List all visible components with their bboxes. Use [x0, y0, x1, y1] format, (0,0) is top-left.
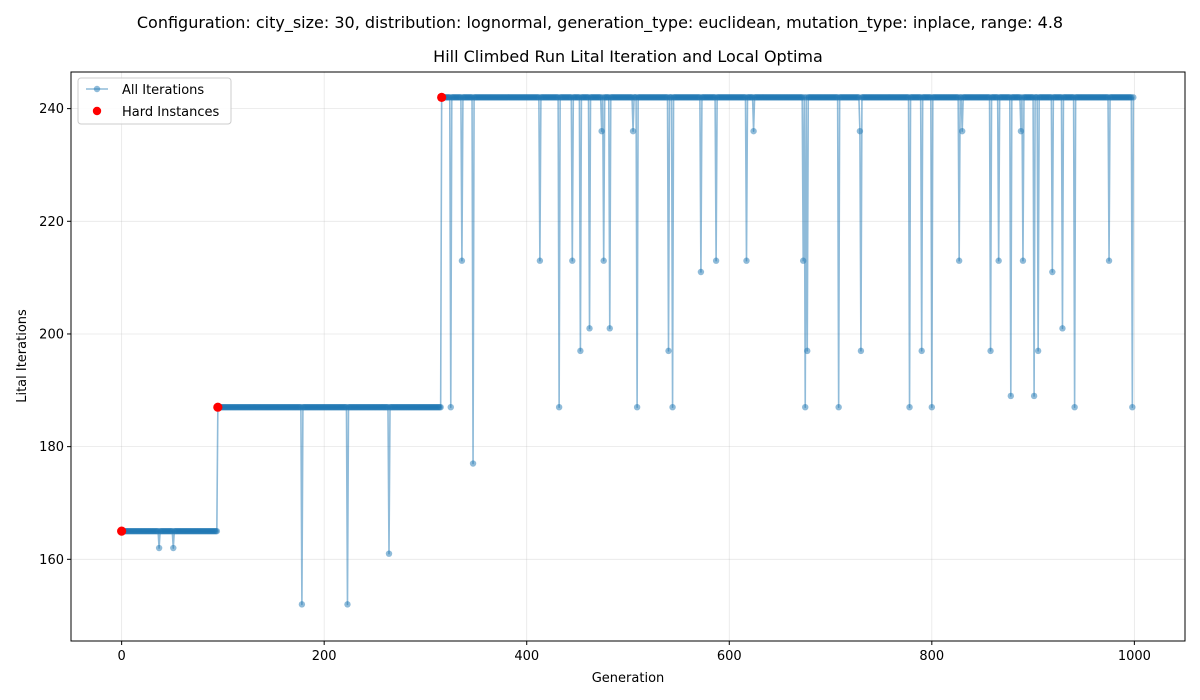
data-point	[213, 527, 221, 535]
data-point	[447, 404, 454, 411]
data-point	[712, 257, 720, 264]
data-point	[1007, 392, 1015, 400]
grid	[71, 72, 1185, 641]
legend: All Iterations Hard Instances	[77, 77, 232, 125]
data-point	[995, 257, 1002, 264]
data-point	[1019, 257, 1027, 264]
data-point	[1129, 404, 1136, 411]
x-tick-label: 800	[919, 649, 944, 664]
data-point	[857, 347, 865, 355]
legend-label-hard-instances: Hard Instances	[122, 105, 220, 120]
legend-label-all-iterations: All Iterations	[122, 83, 204, 98]
x-axis-label: Generation	[592, 671, 665, 686]
data-point	[959, 127, 966, 135]
data-point	[918, 347, 925, 355]
data-point	[750, 127, 757, 135]
hard-instance-point	[437, 92, 447, 102]
legend-frame	[77, 77, 232, 125]
hard-instance-point	[213, 402, 223, 412]
data-point	[469, 460, 477, 467]
data-point	[170, 544, 177, 552]
data-point	[1049, 268, 1056, 276]
chart-suptitle: Configuration: city_size: 30, distributi…	[137, 13, 1063, 33]
data-point	[669, 404, 676, 411]
data-point	[298, 601, 306, 608]
x-axis: 0 200 400 600 800 1000	[117, 641, 1151, 664]
data-point	[928, 404, 936, 411]
data-point	[600, 257, 607, 264]
data-point	[906, 404, 913, 411]
data-point	[1059, 325, 1066, 332]
data-point	[344, 601, 351, 608]
data-point	[802, 404, 809, 411]
x-tick-label: 600	[717, 649, 742, 664]
data-point	[555, 404, 563, 411]
data-point	[569, 257, 576, 264]
y-axis: 160 180 200 220 240	[39, 102, 71, 568]
data-point	[1130, 94, 1137, 101]
y-tick-label: 160	[39, 553, 64, 568]
data-point	[856, 127, 864, 135]
series-all-iterations	[118, 94, 1137, 608]
y-tick-label: 180	[39, 440, 64, 455]
data-point	[437, 404, 444, 411]
hard-instance-point	[117, 526, 127, 536]
data-point	[577, 347, 584, 355]
y-axis-label: Lital Iterations	[15, 309, 30, 403]
x-tick-label: 1000	[1118, 649, 1151, 664]
y-tick-label: 240	[39, 102, 64, 117]
data-point	[385, 550, 393, 557]
series-hard-instances	[117, 92, 447, 536]
legend-line-marker	[93, 85, 101, 93]
data-point	[155, 544, 163, 552]
data-point	[1105, 257, 1113, 264]
data-point	[800, 257, 807, 264]
data-point	[1030, 392, 1038, 400]
data-point	[804, 347, 811, 355]
data-point	[606, 325, 613, 332]
data-point	[987, 347, 994, 355]
data-point	[1034, 347, 1042, 355]
data-point	[586, 325, 593, 332]
data-point	[629, 127, 637, 135]
x-tick-label: 400	[514, 649, 539, 664]
data-point	[835, 404, 842, 411]
data-point	[458, 257, 466, 264]
chart-title: Hill Climbed Run Lital Iteration and Loc…	[433, 47, 823, 66]
data-point	[665, 347, 672, 355]
plot-frame	[70, 71, 1186, 642]
data-point	[1017, 127, 1025, 135]
data-point	[697, 268, 705, 276]
data-point	[743, 257, 750, 264]
y-tick-label: 200	[39, 327, 64, 342]
data-point	[598, 127, 605, 135]
y-tick-label: 220	[39, 215, 64, 230]
data-point	[536, 257, 544, 264]
x-tick-label: 200	[312, 649, 337, 664]
data-point	[1071, 404, 1078, 411]
x-tick-label: 0	[117, 649, 125, 664]
series-line-path	[121, 96, 1135, 606]
data-point	[955, 257, 963, 264]
legend-hard-marker	[92, 106, 102, 116]
data-point	[633, 404, 641, 411]
